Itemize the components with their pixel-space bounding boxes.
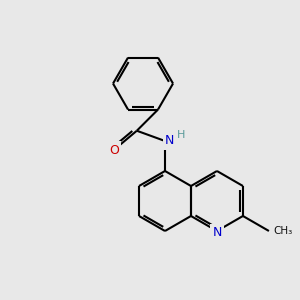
Text: N: N [212, 226, 222, 239]
Text: CH₃: CH₃ [273, 226, 293, 236]
Text: N: N [165, 134, 174, 148]
Text: H: H [177, 130, 186, 140]
Text: O: O [109, 143, 119, 157]
